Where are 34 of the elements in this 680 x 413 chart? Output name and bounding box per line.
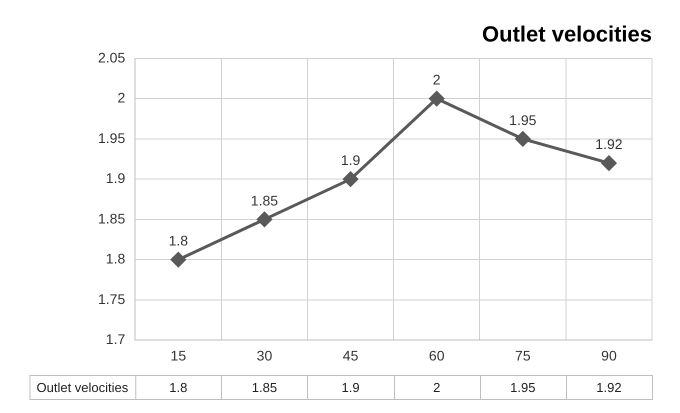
data-label: 1.92 [596,380,622,395]
data-label: 2 [433,380,440,395]
y-tick-label: 2.05 [98,49,126,66]
x-tick-label: 45 [342,347,359,364]
y-tick-label: 1.9 [106,170,126,186]
chart-title: Outlet velocities [482,21,652,46]
point [429,91,444,106]
data-label: 1.85 [252,380,278,395]
annotation: 2 [432,72,441,88]
x-tick-label: 30 [256,347,272,364]
y-tick-label: 2 [117,90,126,106]
annotation: 1.9 [340,152,361,168]
x-tick-label: 15 [170,347,186,364]
y-tick-label: 1.85 [98,210,126,226]
x-tick-label: 60 [428,347,445,364]
point [343,172,358,187]
x-tick-label: 90 [601,347,617,364]
annotation: 1.85 [250,192,278,208]
annotation: 1.8 [168,232,188,249]
point [515,131,530,146]
point [170,252,186,268]
data-label: 1.95 [510,380,536,395]
point [256,212,272,227]
annotation: 1.92 [595,136,623,152]
text: Outlet velocities [36,380,129,395]
y-tick-label: 1.75 [98,290,126,307]
data-label: 1.8 [169,380,188,395]
annotation: 1.95 [509,112,537,128]
data-label: 1.9 [342,380,360,395]
y-tick-label: 1.8 [106,250,126,267]
y-tick-label: 1.7 [106,331,126,348]
point [601,156,616,171]
y-tick-label: 1.95 [98,130,126,146]
x-tick-label: 75 [515,347,531,364]
